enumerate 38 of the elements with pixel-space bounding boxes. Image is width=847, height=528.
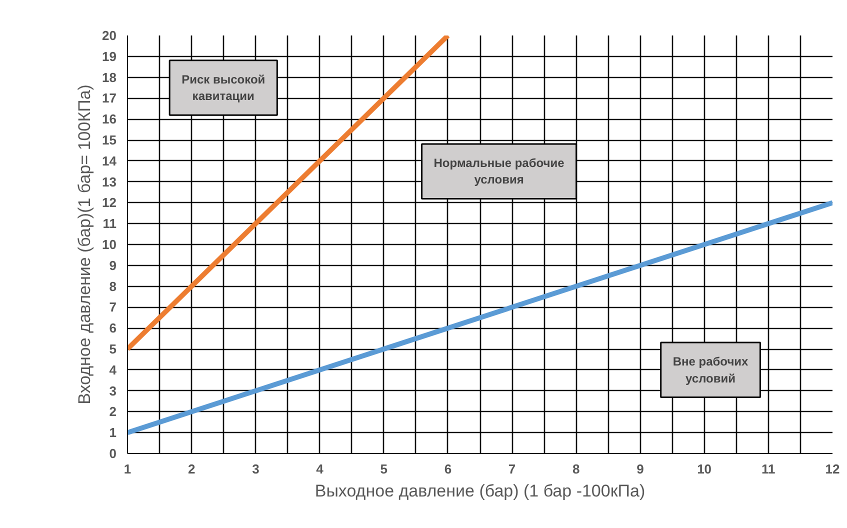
x-tick-label: 3: [252, 462, 260, 476]
y-tick-label: 1: [109, 425, 117, 440]
y-tick-label: 0: [109, 446, 117, 461]
x-tick-label: 12: [825, 462, 840, 476]
y-tick-label: 5: [109, 342, 117, 356]
y-tick-label: 6: [109, 320, 117, 336]
x-tick-label: 6: [444, 462, 452, 476]
y-tick-label: 19: [102, 48, 117, 64]
y-tick-label: 17: [102, 90, 117, 106]
y-tick-label: 8: [109, 278, 117, 294]
y-tick-label: 14: [102, 153, 118, 168]
x-tick-label: 10: [697, 462, 712, 476]
y-tick-label: 7: [109, 300, 117, 315]
y-tick-label: 9: [109, 258, 117, 273]
y-tick-label: 13: [102, 174, 117, 190]
y-tick-label: 15: [102, 132, 117, 148]
y-axis-title: Входное давление (бар)(1 бар= 100КПа): [75, 84, 94, 404]
annotation: Вне рабочих условий: [672, 354, 749, 386]
x-axis-title: Выходное давление (бар) (1 бар -100кПа): [314, 482, 646, 500]
y-tick-label: 10: [102, 237, 117, 252]
x-tick-label: 11: [762, 462, 776, 476]
x-tick-label: 1: [124, 462, 132, 476]
x-tick-label: 5: [380, 462, 388, 476]
y-tick-label: 4: [109, 362, 118, 378]
y-tick-label: 20: [102, 28, 117, 43]
x-tick-label: 2: [188, 462, 196, 476]
x-tick-label: 7: [508, 462, 516, 476]
x-tick-label: 9: [636, 462, 644, 476]
annotation: Нормальные рабочие условия: [434, 156, 565, 187]
y-tick-label: 2: [109, 404, 117, 420]
y-tick-label: 16: [102, 112, 117, 127]
y-tick-label: 18: [102, 70, 117, 85]
x-tick-label: 4: [316, 462, 324, 476]
annotation: Риск высокой кавитации: [182, 72, 266, 104]
y-tick-label: 3: [109, 383, 117, 398]
x-tick-label: 8: [572, 462, 580, 476]
y-tick-label: 12: [102, 195, 117, 210]
y-tick-label: 11: [102, 216, 117, 232]
